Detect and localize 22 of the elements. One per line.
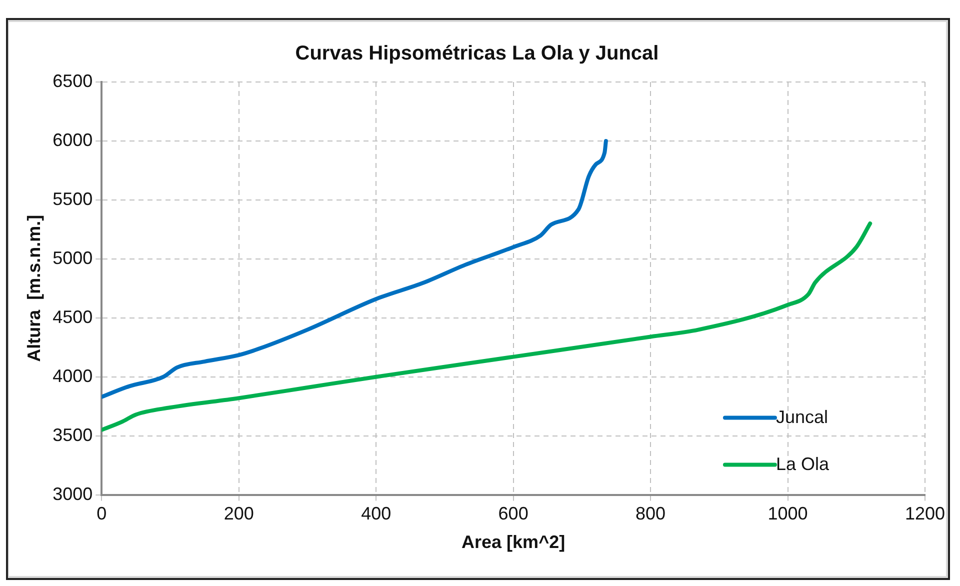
line-series <box>102 222 872 432</box>
x-tick-label: 0 <box>96 504 107 524</box>
chart-title: Curvas Hipsométricas La Ola y Juncal <box>295 42 659 65</box>
y-axis-title: Altura [m.s.n.m.] <box>24 214 44 362</box>
y-tick-label: 5000 <box>52 248 93 268</box>
x-tick-label: 1200 <box>904 504 945 524</box>
x-axis-title: Area [km^2] <box>462 532 566 552</box>
y-tick-label: 6500 <box>52 70 93 91</box>
y-tick-label: 3500 <box>52 424 93 445</box>
y-tick-label: 3000 <box>52 484 93 504</box>
legend-label: Juncal <box>776 406 828 427</box>
x-tick-label: 400 <box>361 504 392 524</box>
x-tick-label: 1000 <box>768 504 808 524</box>
y-tick-label: 6000 <box>52 130 93 150</box>
y-tick-label: 4500 <box>52 306 93 327</box>
x-tick-label: 800 <box>636 504 666 524</box>
x-tick-label: 200 <box>224 504 254 524</box>
line-series <box>102 138 608 399</box>
x-tick-label: 600 <box>498 504 528 524</box>
y-tick-label: 5500 <box>52 188 93 209</box>
legend-label: La Ola <box>776 454 830 474</box>
y-tick-label: 4000 <box>52 366 93 386</box>
